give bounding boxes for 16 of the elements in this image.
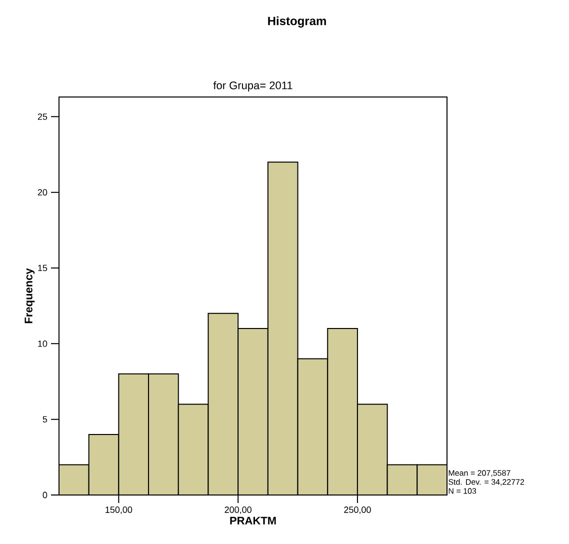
y-tick-label: 0	[42, 492, 48, 498]
text: Mean = 207,5587	[448, 470, 510, 477]
chart-title: Histogram	[268, 16, 326, 28]
y-tick-label: 25	[38, 113, 48, 120]
x-axis-title: PRAKTM	[230, 516, 276, 524]
x-tick-label: 250,00	[344, 506, 371, 514]
chart-subtitle: for Grupa= 2011	[213, 81, 292, 92]
y-tick-label: 10	[38, 340, 48, 347]
y-tick-label: 5	[42, 416, 48, 422]
text: N = 103	[448, 488, 476, 494]
y-axis-title: Frequency	[24, 268, 35, 324]
y-tick-label: 20	[38, 189, 48, 196]
y-tick-label: 15	[38, 264, 48, 272]
x-tick-label: 150,00	[106, 506, 132, 514]
x-tick-label: 200,00	[224, 506, 252, 514]
text: Std. Dev. = 34,22772	[448, 478, 524, 486]
